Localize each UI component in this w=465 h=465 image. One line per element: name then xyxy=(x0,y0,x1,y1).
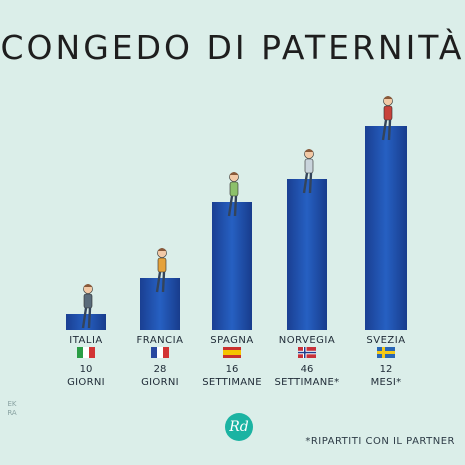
flag-norway-icon xyxy=(298,347,316,358)
person-illustration-svezia xyxy=(381,96,393,141)
logo: Rd xyxy=(225,413,253,441)
value-label-spagna: 16 xyxy=(226,364,239,375)
category-label-svezia: SVEZIA xyxy=(366,335,405,346)
unit-label-svezia: MESI* xyxy=(371,377,402,388)
unit-label-italia: GIORNI xyxy=(67,377,105,388)
flag-spain-icon xyxy=(223,347,241,358)
person-illustration-italia xyxy=(81,284,93,329)
flag-sweden-icon xyxy=(377,347,395,358)
bar-italia xyxy=(66,314,106,330)
category-label-francia: FRANCIA xyxy=(137,335,184,346)
unit-label-francia: GIORNI xyxy=(141,377,179,388)
value-label-francia: 28 xyxy=(154,364,167,375)
unit-label-norvegia: SETTIMANE* xyxy=(275,377,340,388)
flag-france-icon xyxy=(151,347,169,358)
bar-francia xyxy=(140,278,180,330)
bar-spagna xyxy=(212,202,252,330)
person-illustration-spagna xyxy=(227,172,239,217)
category-label-norvegia: NORVEGIA xyxy=(279,335,335,346)
value-label-norvegia: 46 xyxy=(301,364,314,375)
category-label-spagna: SPAGNA xyxy=(210,335,253,346)
value-label-svezia: 12 xyxy=(380,364,393,375)
person-illustration-norvegia xyxy=(302,149,314,194)
artist-signature: EKRA xyxy=(7,400,17,417)
flag-italy-icon xyxy=(77,347,95,358)
footnote: *RIPARTITI CON IL PARTNER xyxy=(305,436,455,447)
value-label-italia: 10 xyxy=(80,364,93,375)
page-title: CONGEDO DI PATERNITÀ xyxy=(0,28,465,67)
bar-svezia xyxy=(365,126,407,330)
category-label-italia: ITALIA xyxy=(69,335,102,346)
bar-norvegia xyxy=(287,179,327,330)
person-illustration-francia xyxy=(155,248,167,293)
unit-label-spagna: SETTIMANE xyxy=(202,377,262,388)
